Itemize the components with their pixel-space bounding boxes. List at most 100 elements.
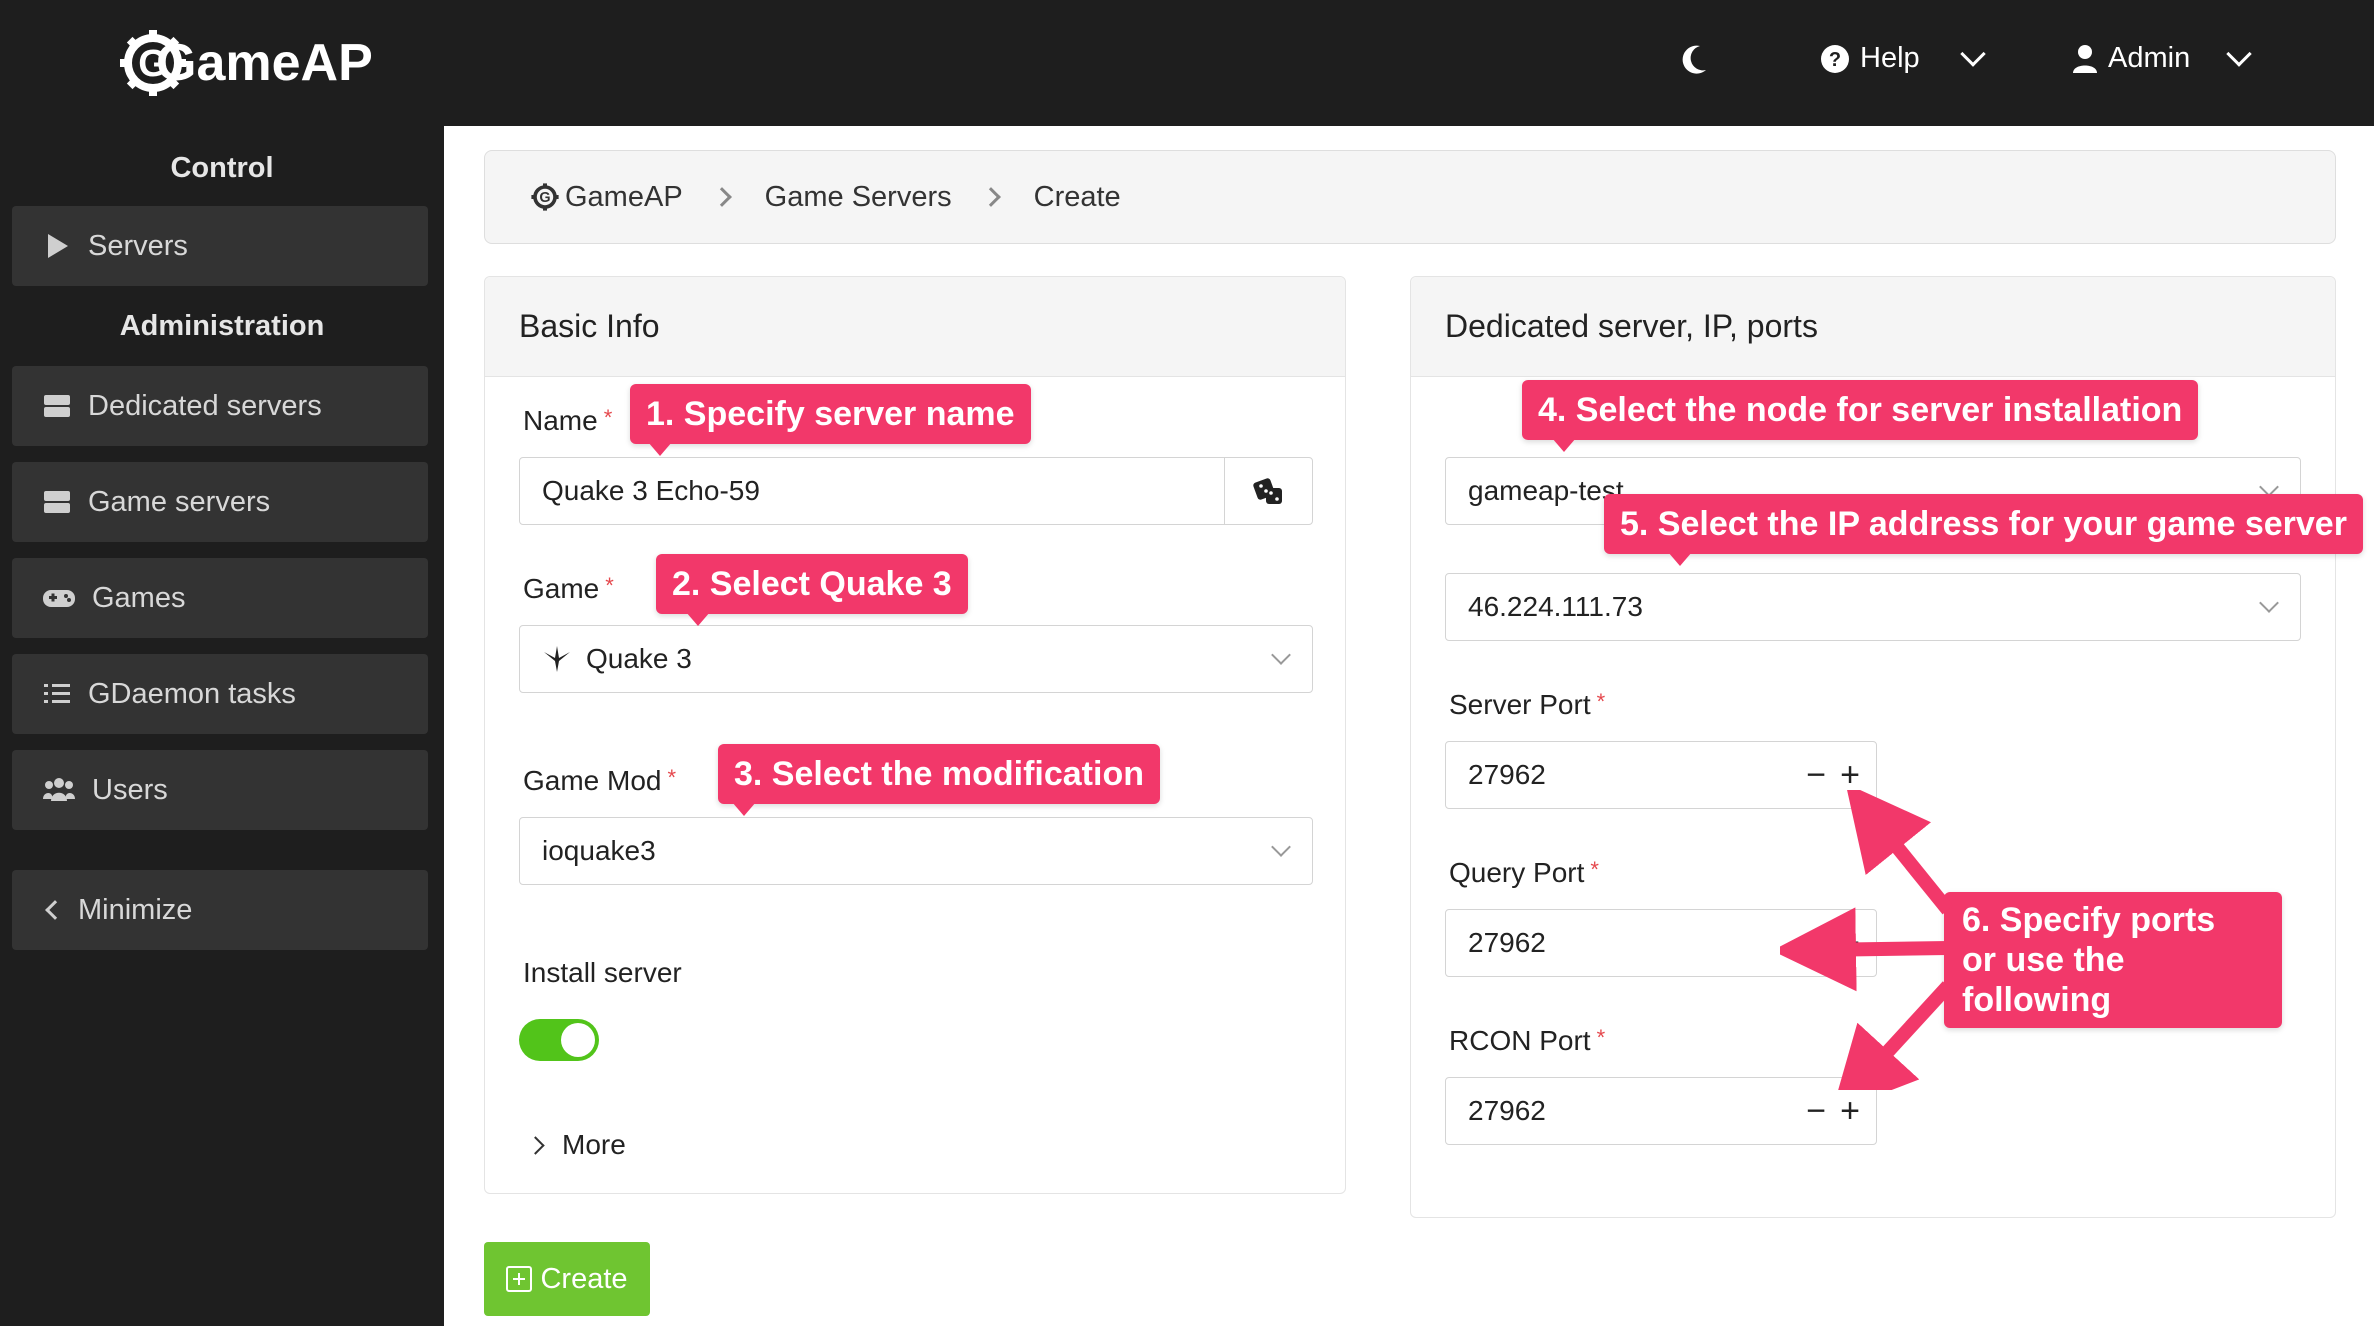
- logo-text: GameAP: [156, 34, 373, 92]
- chevron-down-icon: [1271, 645, 1291, 665]
- callout-select-game: 2. Select Quake 3: [656, 554, 968, 626]
- sidebar-item-servers[interactable]: Servers: [12, 206, 428, 286]
- game-select[interactable]: Quake 3: [519, 625, 1313, 693]
- svg-text:G: G: [138, 43, 168, 85]
- rcon-port-label: RCON Port *: [1449, 1025, 1606, 1056]
- chevron-left-icon: [45, 900, 65, 920]
- sidebar-heading-control: Control: [170, 152, 274, 184]
- sidebar-minimize-button[interactable]: Minimize: [12, 870, 428, 950]
- sidebar: Control Servers Administration Dedicated…: [0, 126, 444, 1326]
- callout-select-mod: 3. Select the modification: [718, 744, 1160, 816]
- create-button[interactable]: Create: [484, 1242, 650, 1316]
- server-port-input[interactable]: 27962 − +: [1445, 741, 1877, 809]
- callout-line: 6. Specify ports: [1962, 901, 2216, 939]
- sidebar-item-users[interactable]: Users: [12, 750, 428, 830]
- callout-select-ip: 5. Select the IP address for your game s…: [1604, 494, 2363, 566]
- play-icon: [48, 234, 68, 258]
- breadcrumb-item-create: Create: [1034, 181, 1121, 214]
- users-icon: [43, 778, 75, 801]
- minimize-label: Minimize: [78, 893, 193, 926]
- gear-logo-icon: G: [531, 183, 559, 211]
- callout-specify-name: 1. Specify server name: [630, 384, 1031, 456]
- name-label: Name *: [523, 405, 613, 436]
- user-icon: [2073, 44, 2097, 73]
- basic-info-card: Basic Info Name * Quake 3 Echo-59 Game * Q…: [484, 276, 1346, 1194]
- arrow-to-query-port: [1780, 907, 1949, 992]
- game-mod-value: ioquake3: [542, 835, 656, 866]
- arrow-to-rcon-port: [1831, 981, 1954, 1090]
- ip-select[interactable]: 46.224.111.73: [1445, 573, 2301, 641]
- help-menu[interactable]: ? Help: [1820, 40, 1986, 75]
- quake-icon: [544, 646, 570, 672]
- breadcrumb: G GameAP Game Servers Create: [484, 150, 2336, 244]
- sidebar-item-label: Games: [92, 581, 186, 614]
- breadcrumb-label: Game Servers: [764, 180, 952, 213]
- node-value: gameap-test: [1468, 475, 1624, 506]
- svg-text:G: G: [539, 190, 550, 206]
- breadcrumb-label: GameAP: [565, 180, 683, 213]
- question-circle-icon: ?: [1821, 44, 1849, 73]
- install-server-toggle[interactable]: [519, 1019, 599, 1061]
- breadcrumb-item-home[interactable]: G GameAP: [531, 181, 683, 214]
- server-name-value: Quake 3 Echo-59: [542, 475, 760, 506]
- chevron-down-icon: [1959, 40, 1986, 67]
- query-port-value: 27962: [1468, 927, 1546, 958]
- admin-menu[interactable]: Admin: [2072, 40, 2252, 75]
- more-label: More: [562, 1129, 626, 1160]
- game-value: Quake 3: [586, 643, 692, 674]
- sidebar-item-gdaemon-tasks[interactable]: GDaemon tasks: [12, 654, 428, 734]
- server-icon: [44, 491, 70, 513]
- sidebar-item-label: Dedicated servers: [88, 389, 322, 422]
- arrow-to-server-port: [1845, 790, 1954, 915]
- svg-text:?: ?: [1829, 49, 1841, 71]
- sidebar-item-label: Users: [92, 773, 168, 806]
- sidebar-heading-administration: Administration: [119, 310, 325, 342]
- increment-button[interactable]: +: [1840, 756, 1860, 794]
- game-mod-select[interactable]: ioquake3: [519, 817, 1313, 885]
- rcon-port-input[interactable]: 27962 − +: [1445, 1077, 1877, 1145]
- callout-arrows: [1780, 790, 1954, 1090]
- callout-specify-ports: 6. Specify ports or use the following: [1944, 892, 2282, 1028]
- create-label: Create: [540, 1262, 628, 1295]
- game-label: Game *: [523, 573, 614, 604]
- increment-button[interactable]: +: [1840, 1092, 1860, 1130]
- gear-logo-icon: G: [118, 28, 188, 98]
- basic-info-title: Basic Info: [485, 277, 1345, 377]
- more-toggle[interactable]: More: [526, 1129, 626, 1161]
- server-port-stepper: − +: [1806, 756, 1860, 794]
- server-name-input[interactable]: Quake 3 Echo-59: [519, 457, 1313, 525]
- server-port-label: Server Port *: [1449, 689, 1606, 720]
- chevron-down-icon: [1271, 837, 1291, 857]
- decrement-button[interactable]: −: [1806, 756, 1827, 794]
- random-name-button[interactable]: [1224, 458, 1312, 524]
- toggle-knob: [561, 1023, 595, 1057]
- admin-label: Admin: [2108, 42, 2191, 74]
- decrement-button[interactable]: −: [1806, 1092, 1827, 1130]
- gamepad-icon: [43, 590, 75, 607]
- gameap-logo[interactable]: G GameAP: [118, 26, 373, 100]
- dedicated-server-title: Dedicated server, IP, ports: [1411, 277, 2335, 377]
- tasks-icon: [44, 684, 70, 703]
- sidebar-item-label: GDaemon tasks: [88, 677, 296, 710]
- callout-line: or use the following: [1962, 941, 2125, 1019]
- sidebar-item-games[interactable]: Games: [12, 558, 428, 638]
- install-server-label: Install server: [523, 957, 682, 988]
- server-icon: [44, 395, 70, 417]
- query-port-label: Query Port *: [1449, 857, 1599, 888]
- chevron-down-icon: [2259, 593, 2279, 613]
- callout-select-node: 4. Select the node for server installati…: [1522, 380, 2199, 452]
- dice-icon: [1252, 478, 1282, 504]
- chevron-right-icon: [980, 187, 1001, 207]
- sidebar-item-dedicated-servers[interactable]: Dedicated servers: [12, 366, 428, 446]
- sidebar-item-label: Game servers: [88, 485, 271, 518]
- moon-icon[interactable]: [1680, 44, 1708, 76]
- game-mod-label: Game Mod *: [523, 765, 677, 796]
- server-port-value: 27962: [1468, 759, 1546, 790]
- breadcrumb-item-game-servers[interactable]: Game Servers: [765, 181, 952, 214]
- chevron-right-icon: [526, 1135, 545, 1155]
- rcon-port-value: 27962: [1468, 1095, 1546, 1126]
- chevron-down-icon: [2226, 40, 2252, 67]
- sidebar-item-game-servers[interactable]: Game servers: [12, 462, 428, 542]
- ip-value: 46.224.111.73: [1468, 591, 1643, 622]
- breadcrumb-label: Create: [1033, 180, 1121, 213]
